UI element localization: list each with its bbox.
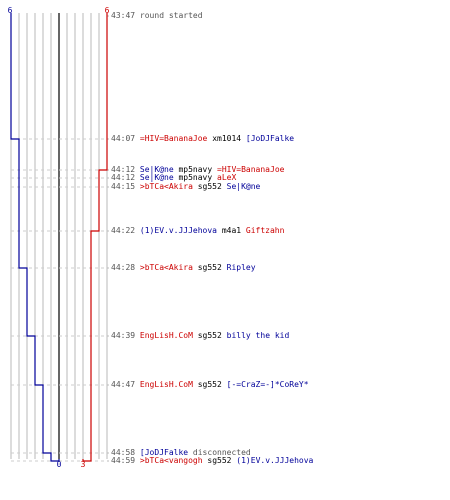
- event-time: 44:15: [111, 182, 136, 191]
- killer-name: EngLisH.CoM: [139, 380, 193, 389]
- killer-name: EngLisH.CoM: [139, 331, 193, 340]
- weapon-name: m4a1: [221, 226, 242, 235]
- event-time: 44:28: [111, 263, 136, 272]
- weapon-name: sg552: [197, 263, 222, 272]
- weapon-name: mp5navy: [178, 165, 213, 174]
- weapon-name: sg552: [197, 380, 222, 389]
- red-end-label: 3: [81, 460, 86, 469]
- blue-team-series: [10, 13, 60, 462]
- weapon-name: sg552: [197, 331, 222, 340]
- killer-name: >bTCa<Akira: [139, 263, 193, 272]
- event-time: 44:39: [111, 331, 136, 340]
- victim-name: Giftzahn: [245, 226, 285, 235]
- player-name: [JoDJFalke: [139, 448, 189, 457]
- status-text: disconnected: [192, 448, 251, 457]
- victim-name: Se|K@ne: [226, 182, 261, 191]
- blue-end-label: 0: [57, 460, 62, 469]
- event-row: 44:47 EngLisH.CoM sg552 [-=CraZ=-]*CoReY…: [111, 380, 309, 389]
- victim-name: billy the kid: [226, 331, 290, 340]
- event-time: 43:47: [111, 11, 136, 20]
- event-time: 44:59: [111, 456, 136, 465]
- red-team-series: [82, 13, 108, 462]
- event-time: 44:12: [111, 173, 136, 182]
- victim-name: (1)EV.v.JJJehova: [236, 456, 314, 465]
- red-start-label: 6: [105, 6, 110, 15]
- event-time: 44:58: [111, 448, 136, 457]
- event-row: 44:15 >bTCa<Akira sg552 Se|K@ne: [111, 182, 260, 191]
- event-row: 44:28 >bTCa<Akira sg552 Ripley: [111, 263, 256, 272]
- victim-name: =HIV=BananaJoe: [217, 165, 285, 174]
- weapon-name: xm1014: [212, 134, 242, 143]
- victim-name: [JoDJFalke: [245, 134, 295, 143]
- event-row: 44:07 =HIV=BananaJoe xm1014 [JoDJFalke: [111, 134, 294, 143]
- killer-name: >bTCa<vangogh: [139, 456, 203, 465]
- weapon-name: sg552: [207, 456, 232, 465]
- event-row: 44:58 [JoDJFalke disconnected: [111, 448, 251, 457]
- event-row: 44:59 >bTCa<vangogh sg552 (1)EV.v.JJJeho…: [111, 456, 313, 465]
- event-row: 44:39 EngLisH.CoM sg552 billy the kid: [111, 331, 289, 340]
- weapon-name: mp5navy: [178, 173, 213, 182]
- weapon-name: sg552: [197, 182, 222, 191]
- event-row: 44:12 Se|K@ne mp5navy =HIV=BananaJoe: [111, 165, 284, 174]
- killer-name: (1)EV.v.JJJehova: [139, 226, 217, 235]
- event-time: 44:07: [111, 134, 136, 143]
- killer-name: Se|K@ne: [139, 173, 174, 182]
- event-time: 44:22: [111, 226, 136, 235]
- event-row: 43:47 round started: [111, 11, 203, 20]
- victim-name: Ripley: [226, 263, 256, 272]
- victim-name: aLeX: [217, 173, 237, 182]
- victim-name: [-=CraZ=-]*CoReY*: [226, 380, 309, 389]
- killer-name: Se|K@ne: [139, 165, 174, 174]
- event-row: 44:22 (1)EV.v.JJJehova m4a1 Giftzahn: [111, 226, 284, 235]
- event-time: 44:12: [111, 165, 136, 174]
- killer-name: >bTCa<Akira: [139, 182, 193, 191]
- status-text: round started: [139, 11, 203, 20]
- killer-name: =HIV=BananaJoe: [139, 134, 208, 143]
- event-time: 44:47: [111, 380, 136, 389]
- blue-start-label: 6: [8, 6, 13, 15]
- event-row: 44:12 Se|K@ne mp5navy aLeX: [111, 173, 236, 182]
